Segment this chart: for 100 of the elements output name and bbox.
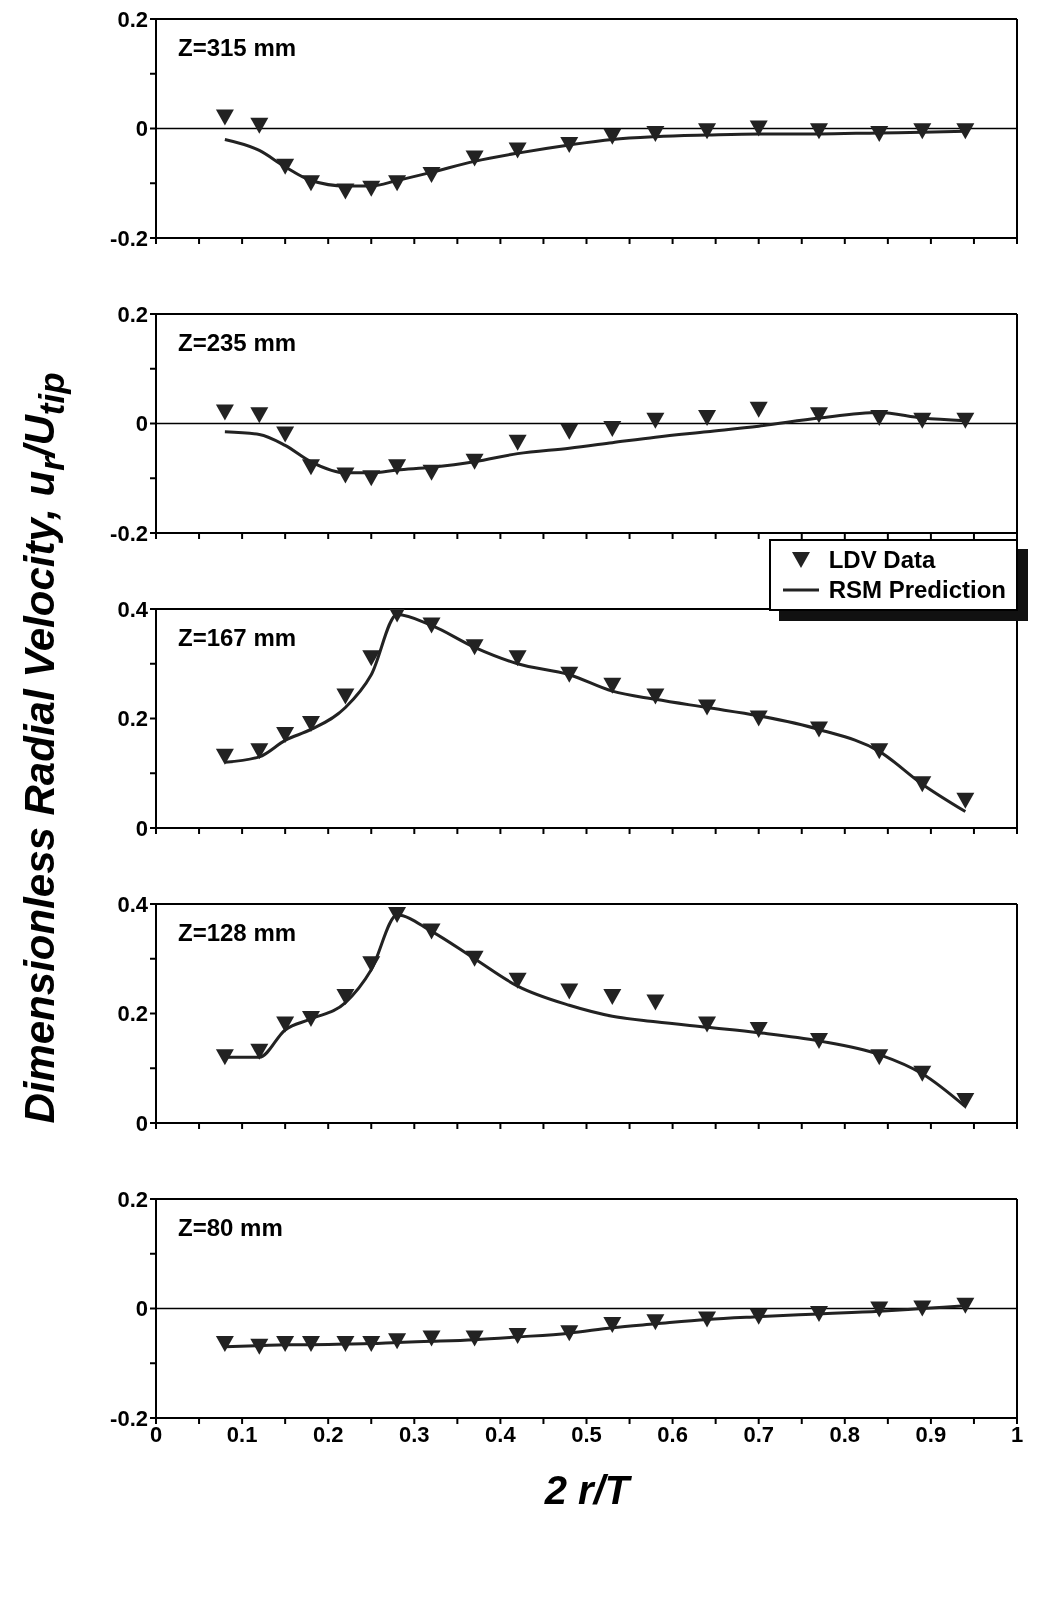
point bbox=[913, 776, 932, 793]
point bbox=[276, 1336, 295, 1353]
point bbox=[508, 972, 527, 989]
point bbox=[422, 464, 441, 481]
point bbox=[956, 1297, 975, 1314]
point bbox=[870, 1049, 889, 1066]
point bbox=[422, 1330, 441, 1347]
y-tick-label: 0 bbox=[135, 815, 148, 841]
point bbox=[809, 1305, 828, 1322]
annotation: Z=80 mm bbox=[178, 1214, 283, 1242]
point bbox=[362, 1336, 381, 1353]
point bbox=[250, 1338, 269, 1355]
point bbox=[913, 1300, 932, 1317]
point bbox=[560, 423, 579, 440]
point bbox=[646, 1314, 665, 1331]
y-tick-label: 0.2 bbox=[117, 6, 148, 32]
point bbox=[956, 792, 975, 809]
point bbox=[336, 183, 355, 200]
point bbox=[422, 617, 441, 634]
point bbox=[508, 142, 527, 159]
point bbox=[250, 743, 269, 760]
point bbox=[809, 123, 828, 140]
x-tick-label: 0.1 bbox=[226, 1421, 258, 1447]
point bbox=[508, 434, 527, 451]
point bbox=[301, 1336, 320, 1353]
point bbox=[646, 412, 665, 429]
point bbox=[388, 175, 407, 192]
point bbox=[603, 128, 622, 145]
y-tick-label: -0.2 bbox=[110, 520, 148, 546]
y-tick-label: 0 bbox=[135, 1110, 148, 1136]
point bbox=[362, 650, 381, 667]
x-tick-label: 0.3 bbox=[399, 1421, 430, 1447]
point bbox=[956, 1093, 975, 1110]
y-tick-label: 0.2 bbox=[117, 301, 148, 327]
point bbox=[215, 748, 234, 765]
point bbox=[465, 639, 484, 656]
point bbox=[749, 1021, 768, 1038]
point bbox=[215, 1336, 234, 1353]
point bbox=[250, 1043, 269, 1060]
point bbox=[913, 1065, 932, 1082]
point bbox=[508, 650, 527, 667]
y-tick-label: -0.2 bbox=[110, 225, 148, 251]
y-tick-label: 0.2 bbox=[117, 1186, 148, 1212]
annotation: Z=128 mm bbox=[178, 919, 297, 947]
legend-label: RSM Prediction bbox=[828, 576, 1006, 604]
point bbox=[698, 699, 717, 716]
point bbox=[336, 989, 355, 1006]
point bbox=[215, 404, 234, 421]
point bbox=[250, 117, 269, 134]
point bbox=[603, 989, 622, 1006]
point bbox=[956, 123, 975, 140]
point bbox=[508, 1327, 527, 1344]
point bbox=[913, 123, 932, 140]
y-tick-label: 0 bbox=[135, 116, 148, 142]
point bbox=[870, 743, 889, 760]
point bbox=[560, 136, 579, 153]
annotation: Z=235 mm bbox=[178, 329, 297, 357]
point bbox=[301, 1010, 320, 1027]
point bbox=[362, 180, 381, 197]
point bbox=[422, 167, 441, 184]
point bbox=[301, 175, 320, 192]
point bbox=[698, 1311, 717, 1328]
point bbox=[560, 1325, 579, 1342]
point bbox=[646, 125, 665, 142]
point bbox=[422, 923, 441, 940]
point bbox=[362, 470, 381, 487]
point bbox=[388, 906, 407, 923]
point bbox=[336, 467, 355, 484]
point bbox=[465, 950, 484, 967]
y-tick-label: 0 bbox=[135, 1296, 148, 1322]
y-tick-label: 0.2 bbox=[117, 1001, 148, 1027]
point bbox=[465, 150, 484, 167]
point bbox=[646, 994, 665, 1011]
point bbox=[215, 109, 234, 126]
point bbox=[870, 410, 889, 427]
x-tick-label: 0.8 bbox=[829, 1421, 861, 1447]
annotation: Z=315 mm bbox=[178, 34, 297, 62]
point bbox=[603, 1316, 622, 1333]
point bbox=[276, 426, 295, 443]
y-tick-label: 0.4 bbox=[117, 891, 149, 917]
point bbox=[956, 412, 975, 429]
x-tick-label: 0.5 bbox=[571, 1421, 602, 1447]
point bbox=[749, 401, 768, 418]
point bbox=[870, 1301, 889, 1318]
point bbox=[749, 710, 768, 727]
y-tick-label: -0.2 bbox=[110, 1405, 148, 1431]
point bbox=[250, 407, 269, 424]
point bbox=[809, 1032, 828, 1049]
point bbox=[276, 158, 295, 175]
x-tick-label: 0.6 bbox=[657, 1421, 688, 1447]
x-tick-label: 0.4 bbox=[485, 1421, 517, 1447]
point bbox=[336, 688, 355, 705]
legend-label: LDV Data bbox=[828, 546, 936, 574]
point bbox=[698, 410, 717, 427]
point bbox=[749, 120, 768, 137]
point bbox=[646, 688, 665, 705]
point bbox=[388, 459, 407, 476]
y-tick-label: 0.4 bbox=[117, 596, 149, 622]
x-tick-label: 0.2 bbox=[312, 1421, 344, 1447]
point bbox=[276, 1016, 295, 1033]
